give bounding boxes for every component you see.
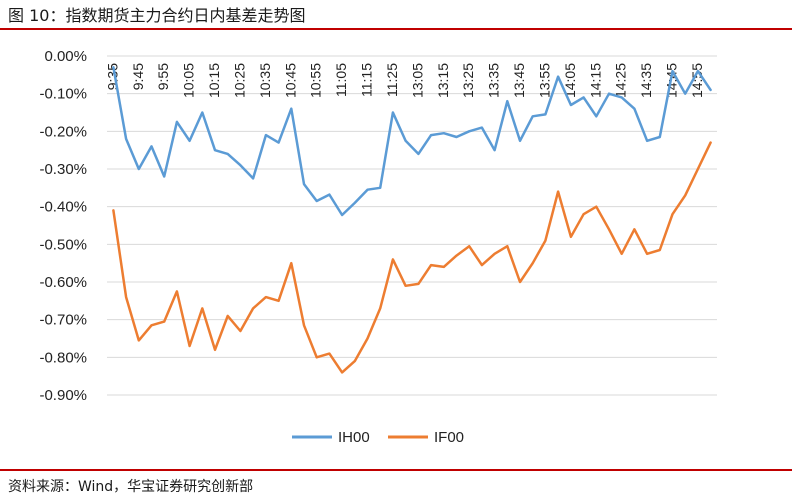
x-tick-label: 13:55 <box>536 63 552 98</box>
y-tick-label: -0.80% <box>39 349 87 366</box>
x-tick-label: 10:05 <box>181 63 197 98</box>
y-tick-label: -0.50% <box>39 236 87 253</box>
y-tick-label: -0.20% <box>39 123 87 140</box>
x-tick-label: 14:25 <box>613 63 629 98</box>
y-axis-ticks: 0.00% -0.10% -0.20% -0.30% -0.40% -0.50% -0.60… <box>39 48 87 404</box>
x-tick-label: 14:15 <box>587 63 603 98</box>
x-tick-label: 10:45 <box>282 63 298 98</box>
x-tick-label: 10:35 <box>257 63 273 98</box>
intraday-basis-chart: 0.00% -0.10% -0.20% -0.30% -0.40% -0.50% -0.60… <box>39 48 717 446</box>
source-note: 资料来源：Wind，华宝证券研究创新部 <box>8 479 254 495</box>
x-tick-label: 14:35 <box>638 63 654 98</box>
x-tick-label: 13:45 <box>511 63 527 98</box>
x-tick-label: 9:45 <box>130 63 146 90</box>
x-tick-label: 10:25 <box>231 63 247 98</box>
grid-layer <box>107 55 717 396</box>
x-tick-label: 13:35 <box>486 63 502 98</box>
x-tick-label: 13:05 <box>409 63 425 98</box>
x-tick-label: 14:05 <box>562 63 578 98</box>
x-tick-label: 10:15 <box>206 63 222 98</box>
x-axis-ticks: 9:35 9:45 9:55 10:05 10:15 10:25 10:35 10:45 10:… <box>104 63 705 98</box>
x-tick-label: 11:15 <box>359 63 375 97</box>
x-tick-label: 10:55 <box>308 63 324 98</box>
series-layer <box>112 66 712 374</box>
figure-title: 图 10：指数期货主力合约日内基差走势图 <box>8 6 306 25</box>
x-tick-label: 14:55 <box>689 63 705 98</box>
series-line-if00 <box>112 141 712 374</box>
x-tick-label: 13:25 <box>460 63 476 98</box>
x-tick-label: 11:05 <box>333 63 349 97</box>
x-tick-label: 13:15 <box>435 63 451 98</box>
legend-label-ih00: IH00 <box>338 429 370 446</box>
x-tick-label: 9:55 <box>155 63 171 90</box>
y-tick-label: -0.40% <box>39 199 87 216</box>
y-tick-label: -0.70% <box>39 312 87 329</box>
source-rule <box>0 469 792 471</box>
x-tick-label: 11:25 <box>384 63 400 97</box>
y-tick-label: -0.10% <box>39 86 87 103</box>
series-line-ih00 <box>112 66 712 217</box>
y-tick-label: -0.90% <box>39 387 87 404</box>
y-tick-label: -0.60% <box>39 274 87 291</box>
legend: IH00 IF00 <box>292 429 464 446</box>
legend-label-if00: IF00 <box>434 429 464 446</box>
y-tick-label: -0.30% <box>39 161 87 178</box>
y-tick-label: 0.00% <box>44 48 87 65</box>
title-rule <box>0 28 792 30</box>
